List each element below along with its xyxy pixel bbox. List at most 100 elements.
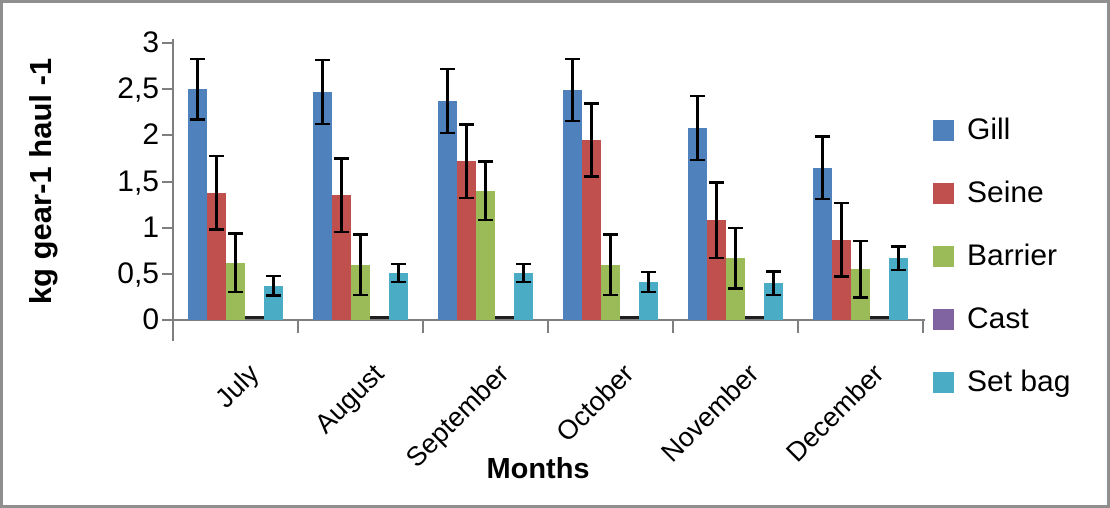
x-axis-tick (922, 320, 924, 333)
legend-label: Barrier (967, 239, 1058, 272)
y-axis-line (172, 39, 174, 341)
error-bar-cap-top (853, 239, 868, 243)
bar-seine-october (582, 139, 601, 320)
error-bar-cap-top (565, 57, 580, 61)
error-bar-line (321, 59, 324, 125)
error-bar-cap-bottom (603, 293, 618, 297)
error-bar-cap-top (440, 67, 455, 71)
y-tick-label: 2 (142, 118, 159, 152)
error-bar-cap-bottom (641, 290, 656, 294)
y-axis-tick (162, 180, 173, 183)
error-bar-cap-top (516, 262, 531, 266)
error-bar-cap-bottom (584, 175, 599, 178)
error-bar-line (446, 68, 449, 134)
error-bar-line (272, 275, 275, 296)
error-bar-line (696, 95, 699, 161)
bar-seine-december (832, 239, 851, 320)
error-bar-line (359, 234, 362, 296)
bar-gill-august (313, 91, 332, 320)
error-bar-line (465, 124, 468, 199)
error-bar-cap-bottom (516, 280, 531, 284)
legend-item-cast: Cast (933, 304, 1070, 334)
y-tick-label: 1 (142, 210, 159, 244)
error-bar-cap-top (353, 233, 368, 236)
legend-label: Gill (967, 113, 1011, 146)
y-tick-label: 0 (142, 303, 159, 336)
error-bar-cap-bottom (690, 158, 705, 162)
error-bar-line (571, 58, 574, 122)
error-bar-line (484, 161, 487, 221)
y-tick-label: 2,5 (117, 72, 159, 106)
legend-item-seine: Seine (933, 178, 1070, 208)
error-bar-cap-bottom (266, 294, 281, 297)
y-tick-label: 0,5 (117, 256, 159, 290)
error-bar-cap-top (459, 123, 474, 126)
error-bar-line (590, 103, 593, 177)
y-axis-tick (162, 134, 173, 137)
error-bar-cap-bottom (190, 118, 205, 121)
error-bar-cap-bottom (834, 275, 849, 278)
error-bar-cap-bottom (228, 290, 243, 294)
error-bar-cap-top (334, 157, 349, 160)
bar-set-bag-july (264, 285, 283, 320)
error-bar-cap-bottom (391, 280, 406, 284)
legend-label: Set bag (967, 365, 1071, 398)
error-bar-line (215, 155, 218, 230)
error-bar-line (734, 227, 737, 289)
error-bar-line (715, 182, 718, 259)
error-bar-cap-bottom (565, 119, 580, 123)
error-bar-line (234, 233, 237, 293)
y-axis-title-text: kg gear-1 haul -1 (23, 57, 59, 305)
legend-item-barrier: Barrier (933, 241, 1070, 271)
error-bar-line (340, 158, 343, 233)
error-bar-cap-top (228, 232, 243, 235)
error-bar-line (609, 234, 612, 296)
legend-swatch-icon (933, 119, 954, 141)
legend-label: Cast (967, 302, 1029, 335)
error-bar-cap-top (478, 160, 493, 163)
error-bar-cap-top (815, 135, 830, 138)
error-bar-line (772, 271, 775, 296)
error-bar-cap-top (603, 233, 618, 236)
legend-swatch-icon (933, 182, 954, 204)
error-bar-cap-top (766, 270, 781, 273)
x-axis-tick (672, 320, 674, 333)
bar-set-bag-september (514, 272, 533, 320)
error-bar-cap-top (690, 94, 705, 98)
error-bar-line (840, 202, 843, 277)
error-bar-cap-bottom (478, 218, 493, 222)
x-axis-line (173, 319, 925, 321)
error-bar-cap-top (209, 154, 224, 158)
error-bar-cap-bottom (353, 293, 368, 297)
bar-gill-september (438, 101, 457, 320)
bar-cast-july (245, 316, 264, 319)
error-bar-cap-top (728, 226, 743, 230)
bar-seine-november (707, 220, 726, 320)
y-axis-tick (162, 272, 173, 275)
bar-cast-september (495, 316, 514, 319)
y-tick-label: 3 (142, 26, 159, 59)
error-bar-cap-top (190, 57, 205, 61)
error-bar-cap-top (584, 102, 599, 105)
error-bar-cap-bottom (459, 196, 474, 200)
error-bar-cap-top (891, 245, 906, 248)
legend-label: Seine (967, 176, 1044, 209)
legend-item-gill: Gill (933, 115, 1070, 145)
bar-seine-july (207, 192, 226, 320)
error-bar-cap-bottom (815, 197, 830, 201)
legend-swatch-icon (933, 245, 954, 267)
error-bar-line (522, 263, 525, 283)
bar-barrier-september (476, 190, 495, 320)
error-bar-cap-top (391, 262, 406, 266)
legend-swatch-icon (933, 371, 954, 393)
y-axis-tick (162, 226, 173, 229)
error-bar-cap-bottom (334, 230, 349, 234)
error-bar-cap-bottom (766, 293, 781, 297)
bar-seine-september (457, 161, 476, 320)
error-bar-line (647, 271, 650, 293)
bar-cast-december (870, 316, 889, 319)
x-axis-tick (297, 320, 299, 333)
y-tick-label: 1,5 (117, 164, 159, 198)
error-bar-cap-top (641, 270, 656, 274)
